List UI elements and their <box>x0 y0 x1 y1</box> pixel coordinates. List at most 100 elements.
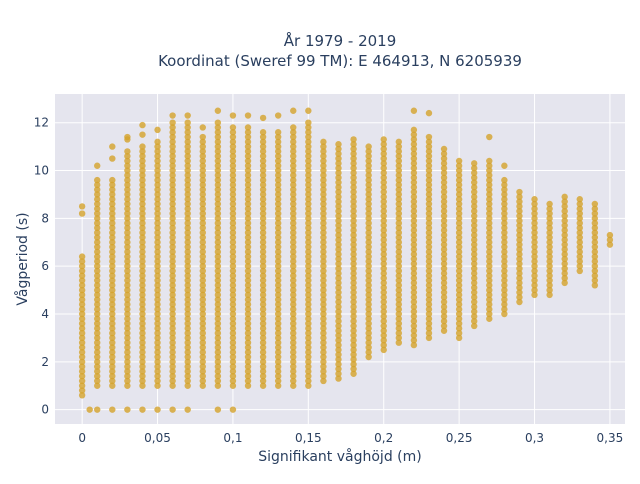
scatter-point <box>109 382 116 389</box>
scatter-point <box>274 358 282 366</box>
scatter-point <box>124 353 131 361</box>
scatter-point <box>350 179 357 186</box>
scatter-point <box>380 241 387 248</box>
scatter-point <box>109 291 116 299</box>
scatter-point <box>259 282 267 289</box>
y-tick-label: 12 <box>34 116 49 130</box>
scatter-point <box>124 243 131 251</box>
scatter-point <box>259 234 267 241</box>
scatter-point <box>229 186 237 193</box>
scatter-point <box>380 298 387 306</box>
scatter-point <box>486 181 493 189</box>
scatter-point <box>274 162 282 169</box>
scatter-point <box>350 313 357 320</box>
scatter-point <box>410 188 418 196</box>
scatter-point <box>199 344 206 351</box>
scatter-point <box>455 320 463 327</box>
scatter-point <box>124 406 131 413</box>
scatter-point <box>109 368 116 375</box>
scatter-point <box>259 224 267 232</box>
scatter-point <box>229 148 237 155</box>
scatter-point <box>531 291 538 299</box>
scatter-point <box>124 148 131 155</box>
scatter-point <box>169 339 176 346</box>
scatter-point <box>335 155 342 162</box>
scatter-point <box>169 196 176 203</box>
scatter-point <box>501 267 508 275</box>
scatter-point <box>471 184 478 191</box>
scatter-point <box>184 372 191 380</box>
scatter-point <box>455 267 463 275</box>
scatter-point <box>274 282 282 289</box>
scatter-point <box>335 341 342 349</box>
scatter-point <box>154 186 161 193</box>
scatter-point <box>425 167 433 174</box>
scatter-point <box>365 286 372 294</box>
scatter-point <box>259 382 267 389</box>
scatter-point <box>274 344 282 351</box>
scatter-point <box>274 219 282 227</box>
scatter-point <box>440 145 448 153</box>
scatter-point <box>169 296 176 303</box>
scatter-point <box>139 172 146 179</box>
scatter-point <box>320 224 327 232</box>
scatter-point <box>94 325 101 332</box>
scatter-point <box>259 358 267 366</box>
scatter-point <box>290 349 297 356</box>
scatter-point <box>94 181 101 189</box>
scatter-point <box>546 239 553 246</box>
scatter-point <box>229 306 237 313</box>
scatter-point <box>139 210 146 217</box>
scatter-point <box>440 279 448 287</box>
scatter-point <box>229 368 237 375</box>
scatter-point <box>244 176 252 184</box>
scatter-point <box>244 372 252 380</box>
scatter-point <box>320 344 327 351</box>
scatter-point <box>471 260 478 267</box>
scatter-point <box>184 291 191 299</box>
scatter-point <box>380 246 387 253</box>
scatter-point <box>410 317 418 325</box>
scatter-point <box>229 282 237 289</box>
scatter-point <box>109 143 116 150</box>
scatter-point <box>290 358 297 366</box>
scatter-point <box>259 239 267 246</box>
scatter-point <box>290 205 297 212</box>
scatter-point <box>486 301 493 308</box>
scatter-point <box>380 270 387 277</box>
scatter-point <box>259 291 267 299</box>
scatter-point <box>471 222 478 229</box>
scatter-point <box>365 258 372 265</box>
scatter-point <box>531 239 538 246</box>
scatter-point <box>94 382 101 389</box>
scatter-point <box>290 181 297 189</box>
scatter-point <box>139 224 146 232</box>
scatter-point <box>124 176 131 184</box>
scatter-point <box>365 291 372 299</box>
scatter-point <box>124 224 131 232</box>
scatter-point <box>94 310 101 318</box>
scatter-point <box>154 382 161 389</box>
scatter-point <box>154 167 161 174</box>
scatter-point <box>274 205 282 212</box>
scatter-point <box>471 308 478 315</box>
scatter-point <box>380 327 387 334</box>
scatter-point <box>244 200 252 208</box>
scatter-point <box>531 224 538 232</box>
scatter-point <box>154 344 161 351</box>
scatter-point <box>214 262 222 270</box>
scatter-point <box>440 222 448 229</box>
scatter-point <box>78 334 86 342</box>
scatter-point <box>94 191 101 198</box>
scatter-point <box>109 334 116 342</box>
scatter-point <box>350 265 357 272</box>
scatter-point <box>365 224 372 232</box>
scatter-point <box>244 138 252 146</box>
scatter-point <box>365 253 372 260</box>
scatter-point <box>440 217 448 224</box>
scatter-point <box>290 143 297 150</box>
scatter-point <box>455 315 463 322</box>
scatter-point <box>395 277 403 284</box>
scatter-point <box>305 286 312 294</box>
scatter-point <box>154 334 161 342</box>
